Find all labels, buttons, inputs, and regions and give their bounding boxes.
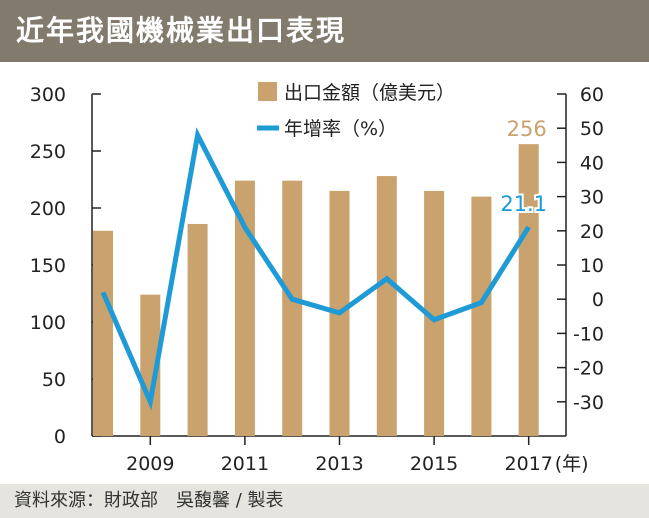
legend-bar-swatch bbox=[258, 82, 277, 101]
x-tick-label: 2015 bbox=[410, 453, 458, 475]
x-tick-label: 2017 bbox=[505, 453, 553, 475]
annotations: 256 21.1 bbox=[498, 117, 549, 218]
export-bar bbox=[518, 144, 539, 436]
growth-rate-line bbox=[100, 127, 531, 411]
right-tick-label: 60 bbox=[580, 84, 604, 106]
left-tick-label: 0 bbox=[54, 426, 66, 448]
export-bar bbox=[471, 196, 492, 436]
source-note: 資料來源：財政部 吳馥馨 / 製表 bbox=[14, 490, 284, 511]
right-tick-label: -30 bbox=[573, 392, 604, 414]
export-bar bbox=[187, 223, 208, 436]
right-tick-label: 0 bbox=[592, 289, 604, 311]
right-tick-label: -20 bbox=[573, 358, 604, 380]
legend: 出口金額（億美元） 年增率（%） bbox=[257, 82, 455, 140]
axes bbox=[91, 93, 567, 445]
export-bar bbox=[376, 176, 397, 436]
left-tick-label: 100 bbox=[30, 312, 66, 334]
export-bar bbox=[282, 180, 303, 436]
right-tick-label: 50 bbox=[580, 118, 604, 140]
bar-value-label: 256 bbox=[507, 117, 547, 141]
right-tick-label: 20 bbox=[580, 221, 604, 243]
right-tick-label: 10 bbox=[580, 255, 604, 277]
tick-labels: 0 50 100 150 200 250 300 -30 -20 -10 0 10 20 30 40 50 60… bbox=[30, 84, 604, 475]
right-tick-label: 30 bbox=[580, 187, 604, 209]
legend-line-label: 年增率（%） bbox=[284, 118, 397, 140]
right-tick-label: -10 bbox=[573, 323, 604, 345]
export-bar bbox=[424, 190, 445, 436]
line-value-label: 21.1 bbox=[500, 192, 547, 216]
left-tick-label: 150 bbox=[30, 255, 66, 277]
export-bar bbox=[93, 230, 113, 436]
x-tick-label: 2009 bbox=[126, 453, 174, 475]
legend-bar-label: 出口金額（億美元） bbox=[284, 82, 455, 104]
left-tick-label: 200 bbox=[30, 198, 66, 220]
right-tick-label: 40 bbox=[580, 152, 604, 174]
bars bbox=[93, 144, 539, 436]
left-tick-label: 250 bbox=[30, 141, 66, 163]
title-bar: 近年我國機械業出口表現 bbox=[0, 0, 649, 62]
x-tick-label: 2013 bbox=[315, 453, 363, 475]
left-tick-label: 50 bbox=[42, 369, 66, 391]
export-bar bbox=[234, 180, 255, 436]
x-unit-label: (年) bbox=[555, 453, 589, 475]
export-bar bbox=[140, 294, 161, 436]
chart-area: 0 50 100 150 200 250 300 -30 -20 -10 0 10 20 30 40 50 60… bbox=[30, 82, 604, 475]
chart-title: 近年我國機械業出口表現 bbox=[16, 14, 347, 47]
left-tick-label: 300 bbox=[30, 84, 66, 106]
x-tick-label: 2011 bbox=[221, 453, 269, 475]
growth-line bbox=[100, 127, 531, 411]
source-bar: 資料來源：財政部 吳馥馨 / 製表 bbox=[0, 484, 649, 518]
